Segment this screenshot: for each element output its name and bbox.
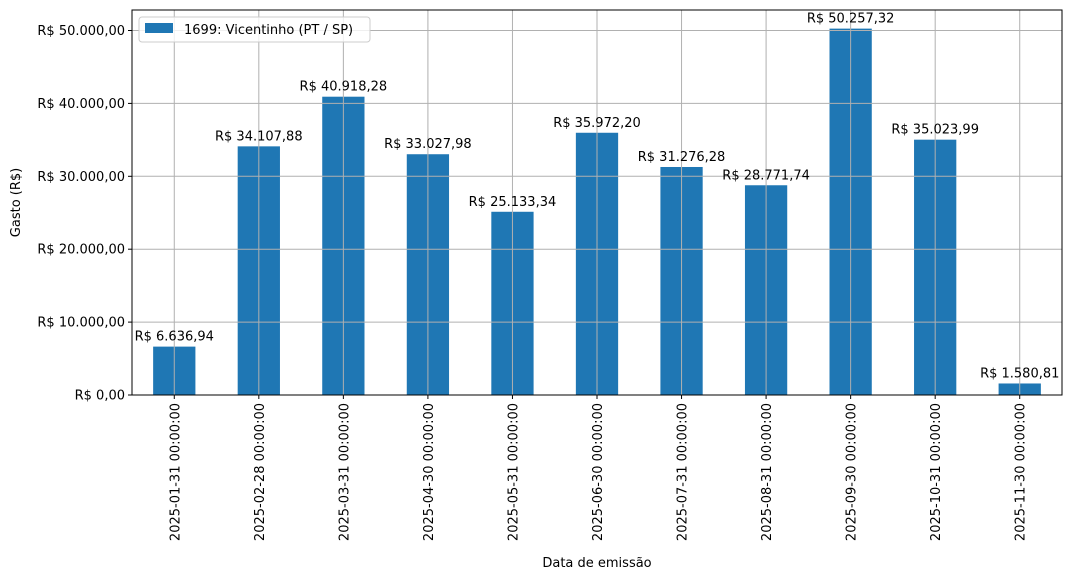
bar-value-label: R$ 40.918,28 [300,80,388,95]
bar-value-label: R$ 25.133,34 [469,195,557,210]
x-tick-label: 2025-09-30 00:00:00 [845,403,860,541]
y-tick-label: R$ 0,00 [75,389,125,404]
y-tick-label: R$ 20.000,00 [37,243,125,258]
legend: 1699: Vicentinho (PT / SP) [138,16,371,43]
bar-value-labels: R$ 6.636,94 R$ 34.107,88 R$ 40.918,28 R$ 33… [135,12,1060,382]
y-axis: R$ 0,00 R$ 10.000,00 R$ 20.000,00 R$ 30.000… [37,24,132,404]
x-tick-label: 2025-07-31 00:00:00 [676,403,691,541]
x-tick-label: 2025-08-31 00:00:00 [760,403,775,541]
bar-value-label: R$ 34.107,88 [215,129,303,144]
bar-value-label: R$ 33.027,98 [384,137,472,152]
x-tick-label: 2025-02-28 00:00:00 [253,403,268,541]
y-tick-label: R$ 10.000,00 [37,316,125,331]
y-tick-label: R$ 30.000,00 [37,170,125,185]
x-tick-label: 2025-03-31 00:00:00 [337,403,352,541]
x-axis-label: Data de emissão [542,556,651,571]
y-tick-label: R$ 50.000,00 [37,24,125,39]
bar-value-label: R$ 31.276,28 [638,150,726,165]
x-tick-label: 2025-04-30 00:00:00 [422,403,437,541]
bar-value-label: R$ 6.636,94 [135,330,214,345]
x-tick-label: 2025-01-31 00:00:00 [168,403,183,541]
legend-box [138,16,371,43]
y-tick-label: R$ 40.000,00 [37,97,125,112]
x-tick-label: 2025-06-30 00:00:00 [591,403,606,541]
y-axis-label: Gasto (R$) [9,168,24,237]
x-tick-label: 2025-05-31 00:00:00 [506,403,521,541]
x-tick-label: 2025-10-31 00:00:00 [929,403,944,541]
bar-value-label: R$ 28.771,74 [722,168,810,183]
x-tick-label: 2025-11-30 00:00:00 [1014,403,1029,541]
legend-swatch [145,23,173,33]
legend-label: 1699: Vicentinho (PT / SP) [184,23,353,38]
bar-value-label: R$ 1.580,81 [980,366,1059,381]
x-axis: 2025-01-31 00:00:00 2025-02-28 00:00:00 20… [168,395,1029,541]
bar-value-label: R$ 35.972,20 [553,116,641,131]
bar-value-label: R$ 50.257,32 [807,12,895,27]
bar-value-label: R$ 35.023,99 [891,123,979,138]
